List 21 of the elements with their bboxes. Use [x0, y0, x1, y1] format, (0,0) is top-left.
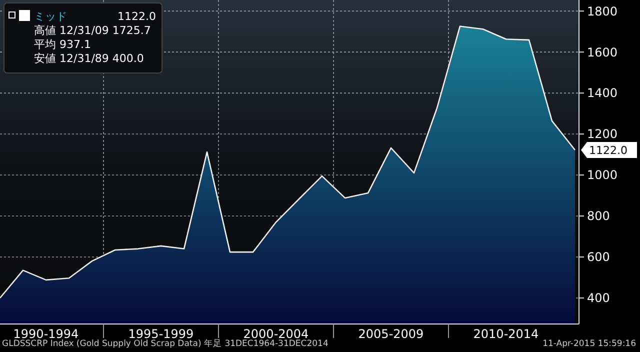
y-tick-label: 1600: [587, 45, 618, 60]
y-tick-label: 800: [587, 209, 610, 224]
x-tick-label: 1995-1999: [128, 327, 194, 341]
x-tick-label: 1990-1994: [13, 327, 79, 341]
text: 1122.0: [589, 144, 628, 157]
annotation: 高値 12/31/09 1725.7: [34, 24, 151, 37]
annotation: 1122.0: [118, 10, 156, 23]
x-tick-label: 2000-2004: [243, 327, 309, 341]
annotation: 安値 12/31/89 400.0: [34, 52, 144, 65]
text: GLDSSCRP Index (Gold Supply Old Scrap Data) 年足 31DEC1964-31DEC2014: [2, 338, 328, 349]
y-tick-label: 1200: [587, 127, 618, 142]
x-tick-label: 2005-2009: [358, 327, 424, 341]
y-tick-label: 1000: [587, 168, 618, 182]
y-tick-label: 400: [587, 291, 610, 306]
x-tick-label: 2010-2014: [473, 327, 539, 341]
legend-label: ミッド: [34, 10, 67, 23]
annotation: 平均 937.1: [34, 38, 91, 51]
y-tick-label: 1800: [587, 4, 618, 18]
y-tick-label: 1400: [587, 86, 618, 100]
y-tick-label: 600: [587, 250, 610, 264]
text: 11-Apr-2015 15:59:16: [542, 339, 636, 349]
